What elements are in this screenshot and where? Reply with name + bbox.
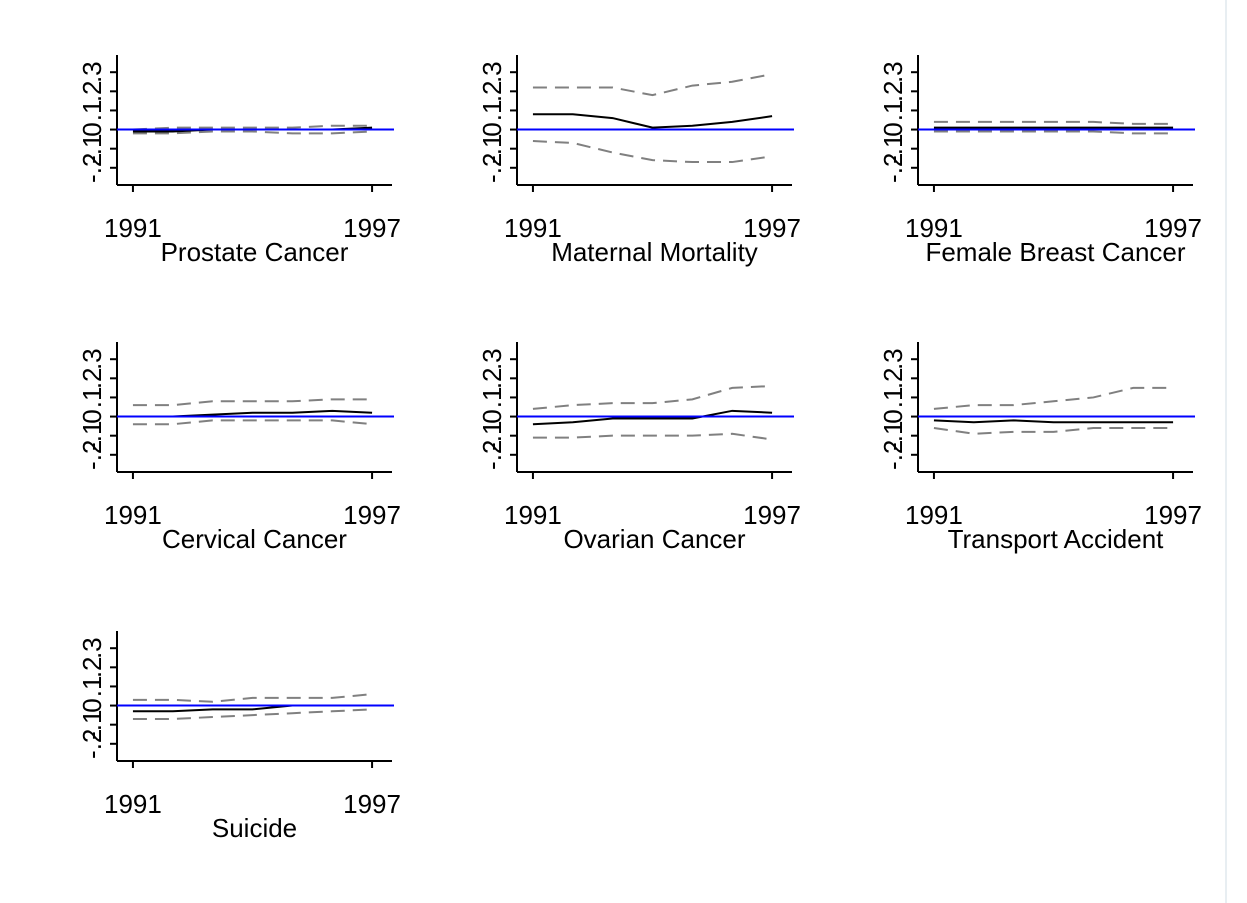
x-axis-label: Cervical Cancer — [162, 524, 347, 554]
y-tick-label: .2 — [477, 367, 507, 389]
x-axis-label: Ovarian Cancer — [563, 524, 745, 554]
y-tick-label: -.1 — [878, 421, 908, 451]
series-line — [532, 384, 773, 410]
series-line — [132, 693, 373, 703]
series-line — [532, 140, 773, 164]
y-tick-label: .3 — [77, 61, 107, 83]
x-axis-label: Maternal Mortality — [551, 237, 758, 267]
x-tick-label: 1991 — [905, 213, 963, 243]
series-line — [132, 130, 373, 135]
y-tick-label: -.1 — [477, 134, 507, 164]
y-tick-label: .3 — [77, 348, 107, 370]
y-tick-label: .2 — [77, 80, 107, 102]
y-tick-label: -.2 — [77, 440, 107, 470]
y-tick-label: -.1 — [77, 710, 107, 740]
y-tick-label: .1 — [77, 387, 107, 409]
x-axis-label: Prostate Cancer — [161, 237, 349, 267]
x-tick-label: 1997 — [343, 500, 401, 530]
y-tick-label: 0 — [477, 409, 507, 423]
x-tick-label: 1991 — [504, 500, 562, 530]
x-tick-label: 1997 — [1144, 500, 1202, 530]
y-tick-label: .3 — [77, 637, 107, 659]
y-tick-label: .1 — [477, 100, 507, 122]
y-tick-label: -.2 — [878, 440, 908, 470]
y-tick-label: -.2 — [878, 153, 908, 183]
x-tick-label: 1991 — [905, 500, 963, 530]
series-line — [933, 130, 1174, 135]
y-tick-label: 0 — [77, 122, 107, 136]
x-tick-label: 1991 — [104, 500, 162, 530]
y-tick-label: .3 — [878, 348, 908, 370]
y-tick-label: .3 — [878, 61, 908, 83]
y-tick-label: .1 — [477, 387, 507, 409]
x-tick-label: 1991 — [104, 789, 162, 819]
y-tick-label: 0 — [477, 122, 507, 136]
y-tick-label: .2 — [878, 80, 908, 102]
series-line — [532, 113, 773, 129]
series-line — [132, 708, 373, 720]
y-tick-label: .2 — [77, 367, 107, 389]
x-tick-label: 1997 — [343, 213, 401, 243]
y-tick-label: .1 — [878, 387, 908, 409]
y-tick-label: .1 — [77, 676, 107, 698]
x-tick-label: 1997 — [1144, 213, 1202, 243]
series-line — [532, 432, 773, 441]
series-line — [532, 409, 773, 426]
x-axis-label: Female Breast Cancer — [925, 237, 1185, 267]
x-tick-label: 1997 — [743, 500, 801, 530]
y-tick-label: 0 — [878, 409, 908, 423]
series-line — [933, 419, 1174, 424]
y-tick-label: -.1 — [477, 421, 507, 451]
x-axis-label: Suicide — [212, 813, 297, 843]
series-line — [132, 398, 373, 407]
y-tick-label: .1 — [77, 100, 107, 122]
x-tick-label: 1991 — [104, 213, 162, 243]
y-tick-label: -.2 — [477, 153, 507, 183]
y-tick-label: .2 — [878, 367, 908, 389]
y-tick-label: .3 — [477, 348, 507, 370]
y-tick-label: -.1 — [878, 134, 908, 164]
series-line — [532, 73, 773, 97]
y-tick-label: -.2 — [477, 440, 507, 470]
y-tick-label: .2 — [477, 80, 507, 102]
y-tick-label: 0 — [77, 698, 107, 712]
x-tick-label: 1991 — [504, 213, 562, 243]
y-tick-label: -.1 — [77, 421, 107, 451]
y-tick-label: .2 — [77, 656, 107, 678]
series-line — [132, 419, 373, 426]
y-tick-label: -.1 — [77, 134, 107, 164]
y-tick-label: 0 — [77, 409, 107, 423]
series-line — [933, 120, 1174, 125]
series-line — [933, 386, 1174, 410]
x-tick-label: 1997 — [743, 213, 801, 243]
y-tick-label: .1 — [878, 100, 908, 122]
x-axis-label: Transport Accident — [948, 524, 1165, 554]
series-line — [132, 124, 373, 131]
series-line — [933, 427, 1174, 435]
y-tick-label: .3 — [477, 61, 507, 83]
y-tick-label: -.2 — [77, 729, 107, 759]
x-tick-label: 1997 — [343, 789, 401, 819]
y-tick-label: 0 — [878, 122, 908, 136]
y-tick-label: -.2 — [77, 153, 107, 183]
